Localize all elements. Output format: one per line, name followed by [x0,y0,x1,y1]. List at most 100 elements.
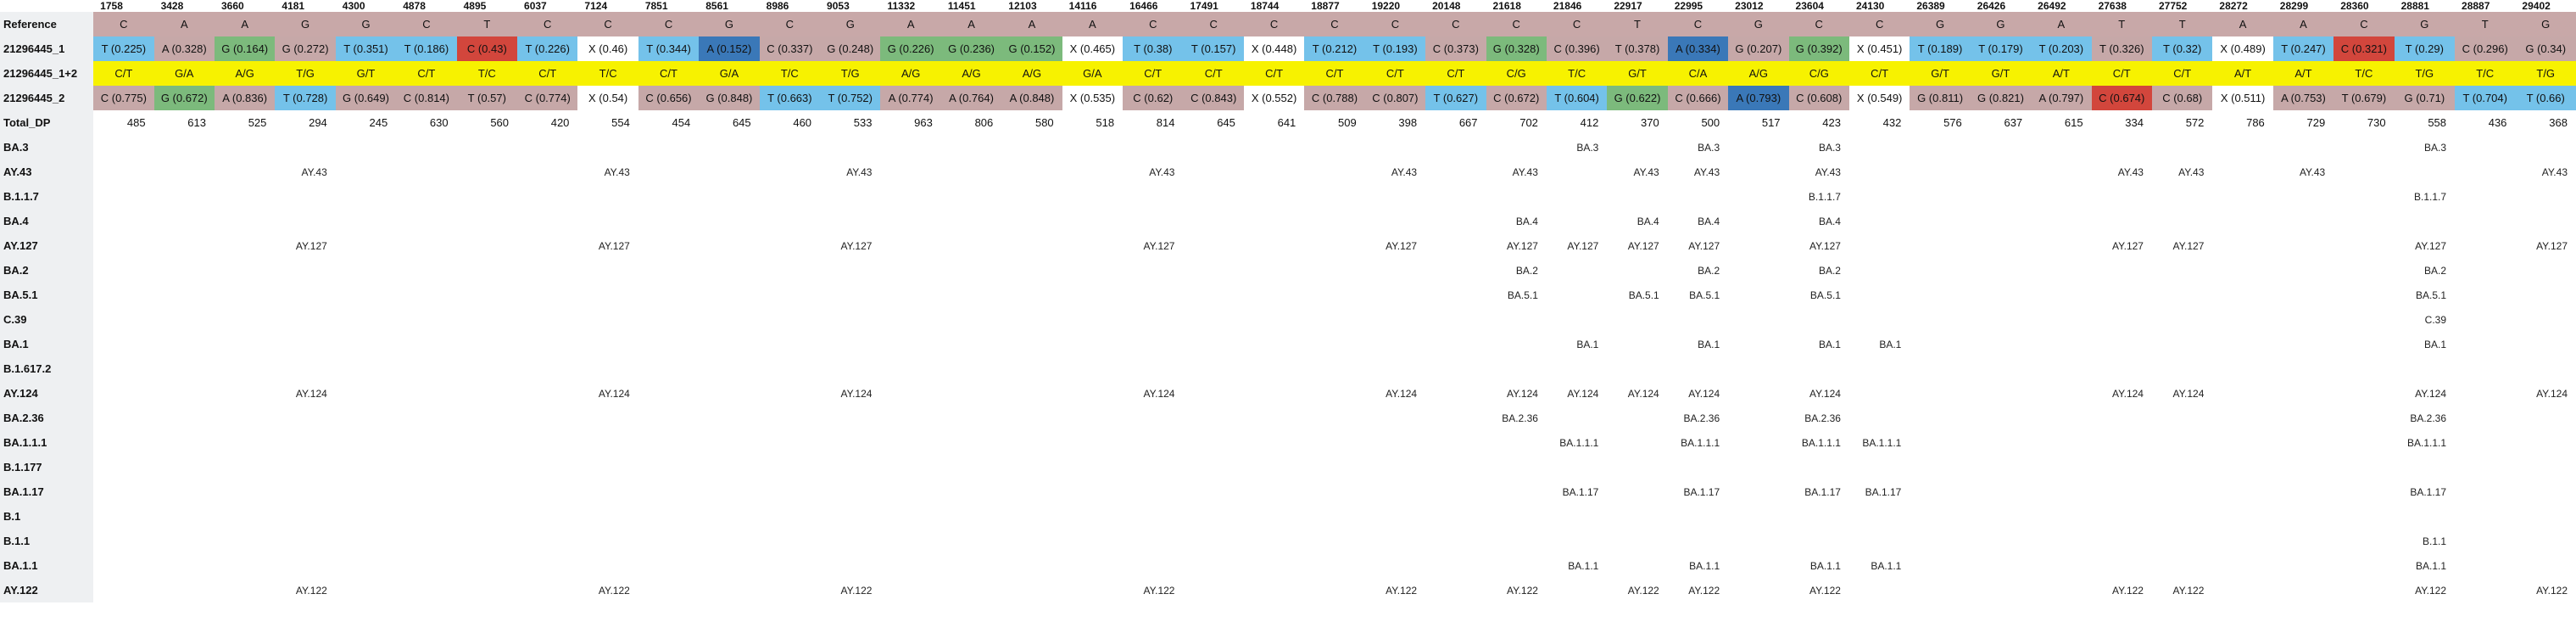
lineage-marker: AY.124 [295,387,327,400]
allele-frequency-cell: C (0.672) [1486,86,1547,110]
position-header: 23604 [1795,0,1824,12]
empty-cell [1425,504,1486,529]
empty-cell [1728,529,1788,553]
reference-base: G [275,12,336,36]
empty-cell [1425,529,1486,553]
allele-frequency-cell: T (0.728) [275,86,336,110]
empty-cell [1607,307,1667,332]
empty-cell [2515,307,2576,332]
reference-base: A [153,12,215,36]
position-header: 26389 [1916,0,1945,12]
empty-cell [336,258,396,283]
reference-base: T [2091,12,2152,36]
empty-cell [699,184,759,209]
empty-cell [1062,209,1123,233]
empty-cell [2273,381,2333,406]
empty-cell [880,283,940,307]
empty-cell [2273,258,2333,283]
empty-cell [638,578,699,602]
reference-base: C [1486,12,1547,36]
lineage-row: BA.1 BA.1 BA.1 BA.1 BA.1 BA.1 [0,332,2576,356]
position-header: 26492 [2038,0,2066,12]
empty-cell [1971,430,2031,455]
empty-cell [1062,529,1123,553]
empty-cell [880,553,940,578]
allele-frequency-cell: C (0.62) [1123,86,1184,110]
position-header: 24130 [1855,0,1885,12]
lineage-marker: AY.127 [1386,239,1418,252]
lineage-row: BA.3 BA.3 BA.3 BA.3 BA.3 [0,135,2576,160]
lineage-marker: C.39 [2424,313,2447,326]
lineage-marker: AY.127 [1567,239,1599,252]
position-header: 4878 [403,0,426,12]
empty-cell [2273,307,2333,332]
empty-cell [2212,406,2272,430]
depth-value: 533 [853,116,873,129]
lineage-marker: BA.2 [1818,264,1841,277]
empty-cell [154,479,215,504]
empty-cell [2092,209,2152,233]
depth-value: 730 [2367,116,2386,129]
empty-cell [1425,233,1486,258]
row-label: B.1.1.7 [0,184,94,209]
depth-value: 454 [672,116,691,129]
empty-cell [517,529,577,553]
lineage-marker: BA.4 [1636,215,1659,227]
empty-cell [1607,479,1667,504]
allele-frequency-cell: T (0.663) [759,86,821,110]
depth-value: 436 [2488,116,2507,129]
consensus-cell: A/G [1001,61,1062,86]
empty-cell [1486,504,1547,529]
row-label: C.39 [0,307,94,332]
lineage-marker: AY.122 [1386,584,1418,597]
empty-cell [2092,479,2152,504]
empty-cell [2333,184,2394,209]
empty-cell [2333,430,2394,455]
lineage-marker: BA.1.17 [1865,485,1902,498]
consensus-cell: C/T [1848,61,1910,86]
reference-base: C [1364,12,1426,36]
consensus-cell: C/T [517,61,578,86]
empty-cell [2031,430,2091,455]
empty-cell [2455,283,2515,307]
empty-cell [1183,406,1243,430]
empty-cell [760,307,820,332]
consensus-cell: C/T [1183,61,1244,86]
depth-value: 645 [732,116,751,129]
empty-cell [2031,233,2091,258]
empty-cell [1910,553,1970,578]
empty-cell [1425,307,1486,332]
empty-cell [1365,406,1425,430]
empty-cell [1728,455,1788,479]
empty-cell [2152,455,2212,479]
empty-cell [941,209,1001,233]
allele-frequency-cell: C (0.43) [456,36,518,61]
consensus-cell: T/C [577,61,638,86]
empty-cell [638,529,699,553]
reference-base: C [638,12,700,36]
allele-frequency-cell: T (0.212) [1304,36,1365,61]
allele-frequency-cell: T (0.679) [2333,86,2395,110]
empty-cell [699,283,759,307]
position-header: 17491 [1190,0,1218,12]
empty-cell [1910,233,1970,258]
empty-cell [517,479,577,504]
empty-cell [1607,356,1667,381]
empty-cell [2515,283,2576,307]
empty-cell [2031,283,2091,307]
allele-frequency-cell: G (0.392) [1788,36,1849,61]
empty-cell [2455,307,2515,332]
empty-cell [820,553,880,578]
empty-cell [396,332,456,356]
empty-cell [2515,430,2576,455]
empty-cell [1668,356,1728,381]
empty-cell [1244,381,1304,406]
empty-cell [880,455,940,479]
empty-cell [1425,283,1486,307]
empty-cell [1425,184,1486,209]
empty-cell [2333,209,2394,233]
consensus-cell: A/T [2212,61,2273,86]
reference-base: C [759,12,821,36]
depth-value: 334 [2125,116,2144,129]
empty-cell [1486,455,1547,479]
